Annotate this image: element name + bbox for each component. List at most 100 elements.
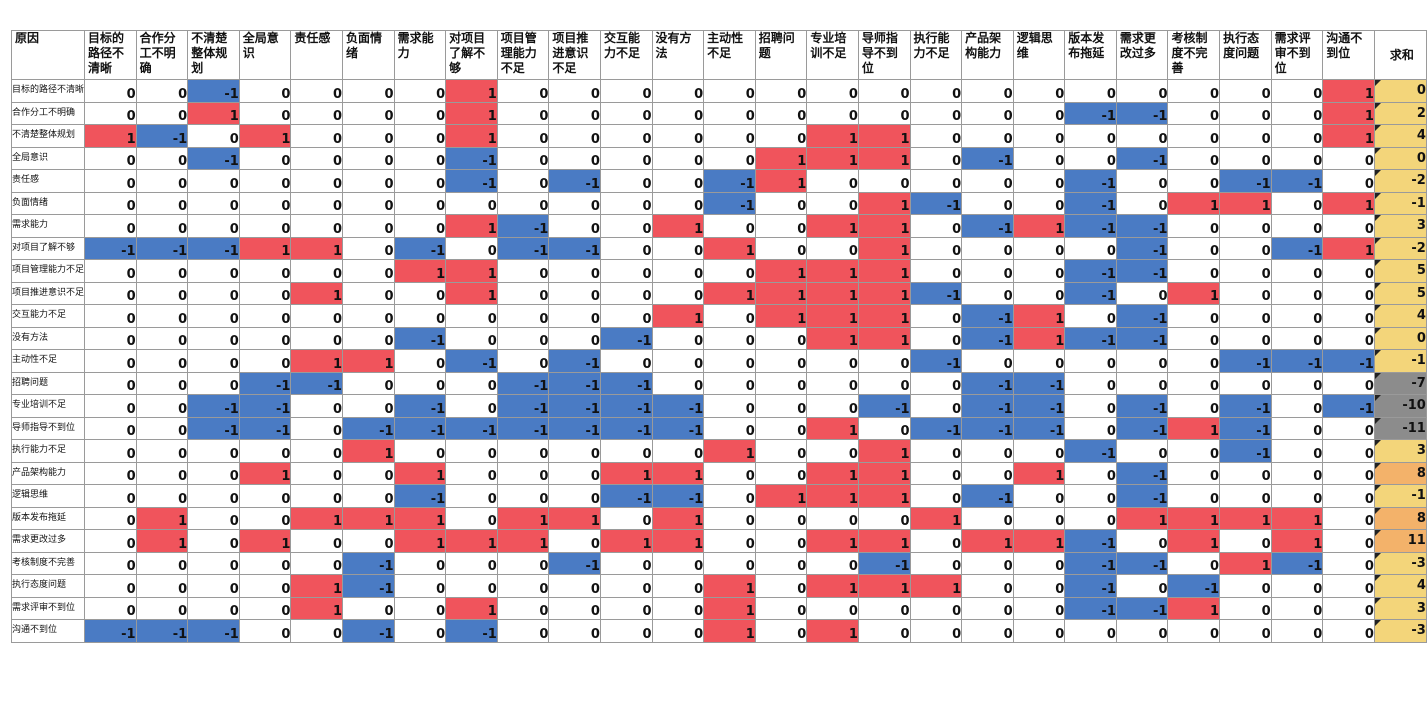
- value-cell[interactable]: -1: [1115, 551, 1169, 575]
- row-label-cell[interactable]: 考核制度不完善: [10, 551, 86, 575]
- column-header[interactable]: 沟通不到位: [1322, 30, 1375, 80]
- value-cell[interactable]: 1: [703, 236, 756, 260]
- value-cell[interactable]: 0: [857, 596, 911, 620]
- sum-cell[interactable]: -11: [1373, 416, 1427, 440]
- value-cell[interactable]: 0: [238, 439, 292, 463]
- value-cell[interactable]: -1: [548, 551, 601, 575]
- value-cell[interactable]: -1: [651, 416, 705, 440]
- value-cell[interactable]: 1: [806, 146, 859, 170]
- value-cell[interactable]: 0: [1322, 619, 1375, 643]
- sum-cell[interactable]: 0: [1373, 326, 1427, 350]
- value-cell[interactable]: 1: [135, 529, 189, 553]
- value-cell[interactable]: 0: [84, 439, 137, 463]
- value-cell[interactable]: 0: [548, 281, 601, 305]
- value-cell[interactable]: 0: [548, 259, 601, 283]
- value-cell[interactable]: 0: [909, 551, 963, 575]
- value-cell[interactable]: 1: [1219, 191, 1272, 215]
- value-cell[interactable]: 1: [857, 281, 911, 305]
- value-cell[interactable]: 0: [393, 551, 447, 575]
- value-cell[interactable]: 0: [599, 349, 653, 373]
- value-cell[interactable]: 1: [445, 529, 498, 553]
- value-cell[interactable]: 0: [135, 596, 189, 620]
- value-cell[interactable]: 1: [806, 484, 859, 508]
- value-cell[interactable]: 0: [703, 101, 756, 125]
- value-cell[interactable]: 0: [1219, 101, 1272, 125]
- value-cell[interactable]: -1: [1270, 169, 1324, 193]
- value-cell[interactable]: 0: [135, 259, 189, 283]
- value-cell[interactable]: 1: [1322, 191, 1375, 215]
- value-cell[interactable]: 0: [341, 169, 395, 193]
- value-cell[interactable]: 1: [1322, 124, 1375, 148]
- value-cell[interactable]: -1: [1115, 416, 1169, 440]
- value-cell[interactable]: 1: [754, 169, 808, 193]
- value-cell[interactable]: 0: [1167, 304, 1221, 328]
- row-label-cell[interactable]: 项目推进意识不足: [10, 281, 86, 305]
- value-cell[interactable]: 0: [290, 124, 343, 148]
- value-cell[interactable]: 0: [341, 281, 395, 305]
- value-cell[interactable]: 0: [857, 416, 911, 440]
- value-cell[interactable]: 0: [135, 326, 189, 350]
- sum-cell[interactable]: -2: [1373, 169, 1427, 193]
- value-cell[interactable]: 1: [290, 281, 343, 305]
- value-cell[interactable]: -1: [135, 124, 189, 148]
- value-cell[interactable]: 0: [187, 349, 240, 373]
- value-cell[interactable]: 0: [754, 191, 808, 215]
- value-cell[interactable]: 0: [187, 484, 240, 508]
- value-cell[interactable]: 0: [1115, 439, 1169, 463]
- column-header[interactable]: 招聘问题: [754, 30, 808, 80]
- value-cell[interactable]: 0: [857, 619, 911, 643]
- row-label-cell[interactable]: 项目管理能力不足: [10, 259, 86, 283]
- value-cell[interactable]: 0: [1270, 146, 1324, 170]
- value-cell[interactable]: 0: [1064, 461, 1117, 485]
- value-cell[interactable]: 0: [238, 551, 292, 575]
- value-cell[interactable]: -1: [187, 236, 240, 260]
- value-cell[interactable]: -1: [1115, 461, 1169, 485]
- value-cell[interactable]: 0: [341, 124, 395, 148]
- value-cell[interactable]: 0: [290, 439, 343, 463]
- value-cell[interactable]: 1: [445, 124, 498, 148]
- value-cell[interactable]: 0: [341, 394, 395, 418]
- sum-cell[interactable]: 0: [1373, 79, 1427, 103]
- value-cell[interactable]: 0: [187, 124, 240, 148]
- value-cell[interactable]: 0: [1219, 259, 1272, 283]
- value-cell[interactable]: -1: [187, 146, 240, 170]
- value-cell[interactable]: 0: [806, 439, 859, 463]
- row-label-cell[interactable]: 逻辑思维: [10, 484, 86, 508]
- value-cell[interactable]: -1: [496, 371, 550, 395]
- value-cell[interactable]: 1: [806, 574, 859, 598]
- value-cell[interactable]: 0: [1219, 596, 1272, 620]
- value-cell[interactable]: 0: [806, 551, 859, 575]
- value-cell[interactable]: 0: [1115, 191, 1169, 215]
- value-cell[interactable]: 0: [496, 79, 550, 103]
- value-cell[interactable]: -1: [238, 394, 292, 418]
- value-cell[interactable]: 0: [909, 326, 963, 350]
- value-cell[interactable]: -1: [393, 484, 447, 508]
- value-cell[interactable]: 1: [806, 124, 859, 148]
- value-cell[interactable]: 0: [754, 461, 808, 485]
- value-cell[interactable]: 0: [651, 259, 705, 283]
- value-cell[interactable]: 0: [703, 326, 756, 350]
- row-label-cell[interactable]: 目标的路径不清晰: [10, 79, 86, 103]
- value-cell[interactable]: -1: [961, 484, 1014, 508]
- value-cell[interactable]: 0: [1219, 619, 1272, 643]
- value-cell[interactable]: 0: [393, 124, 447, 148]
- value-cell[interactable]: 0: [187, 259, 240, 283]
- value-cell[interactable]: 0: [393, 146, 447, 170]
- sum-cell[interactable]: 8: [1373, 461, 1427, 485]
- value-cell[interactable]: 0: [651, 371, 705, 395]
- value-cell[interactable]: 1: [754, 259, 808, 283]
- value-cell[interactable]: -1: [393, 416, 447, 440]
- value-cell[interactable]: 0: [341, 101, 395, 125]
- value-cell[interactable]: 0: [857, 371, 911, 395]
- value-cell[interactable]: 0: [445, 191, 498, 215]
- value-cell[interactable]: 0: [961, 439, 1014, 463]
- value-cell[interactable]: 0: [1115, 371, 1169, 395]
- value-cell[interactable]: 0: [1322, 484, 1375, 508]
- value-cell[interactable]: 0: [1270, 619, 1324, 643]
- value-cell[interactable]: 0: [1167, 394, 1221, 418]
- value-cell[interactable]: 1: [806, 326, 859, 350]
- value-cell[interactable]: 0: [496, 574, 550, 598]
- value-cell[interactable]: -1: [238, 416, 292, 440]
- value-cell[interactable]: 0: [857, 506, 911, 530]
- value-cell[interactable]: 0: [909, 439, 963, 463]
